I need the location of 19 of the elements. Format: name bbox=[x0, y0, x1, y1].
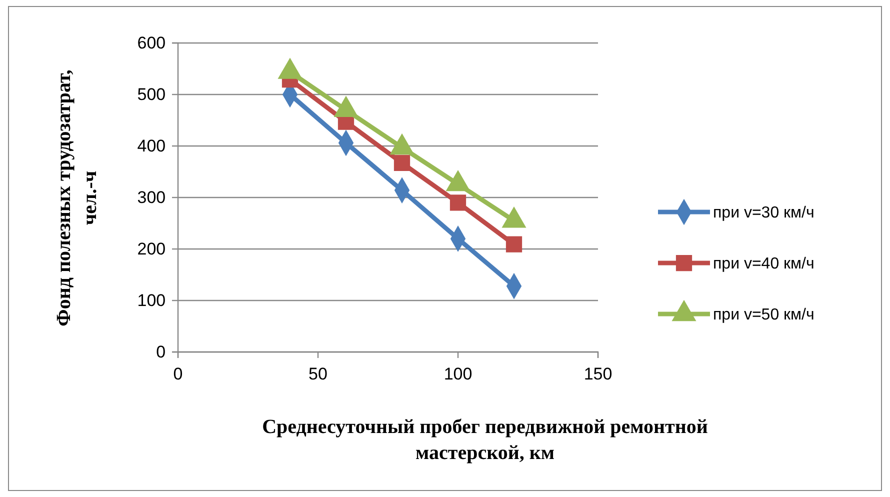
y-tick-label: 600 bbox=[137, 33, 166, 52]
x-tick-label: 100 bbox=[444, 364, 472, 384]
point bbox=[450, 194, 466, 211]
y-tick-label: 200 bbox=[137, 239, 166, 258]
y-tick-label: 300 bbox=[137, 188, 166, 207]
legend-label: при v=30 км/ч bbox=[713, 204, 814, 222]
y-tick-label: 0 bbox=[156, 342, 166, 362]
point bbox=[506, 236, 522, 252]
x-tick-label: 150 bbox=[584, 364, 612, 384]
legend-label: при v=50 км/ч bbox=[713, 306, 814, 324]
x-tick-label: 50 bbox=[308, 364, 328, 384]
legend-label: при v=40 км/ч bbox=[713, 256, 814, 273]
y-axis-title: Фонд полезных трудозатрат, чел.-ч bbox=[53, 70, 101, 326]
y-tick-label: 400 bbox=[137, 136, 166, 156]
y-tick-label: 100 bbox=[137, 290, 166, 310]
x-axis-title: Среднесуточный пробег передвижной ремонтной мастерской, км bbox=[262, 416, 708, 464]
x-tick-label: 0 bbox=[173, 364, 183, 384]
point bbox=[394, 154, 410, 172]
y-tick-label: 500 bbox=[137, 84, 166, 104]
